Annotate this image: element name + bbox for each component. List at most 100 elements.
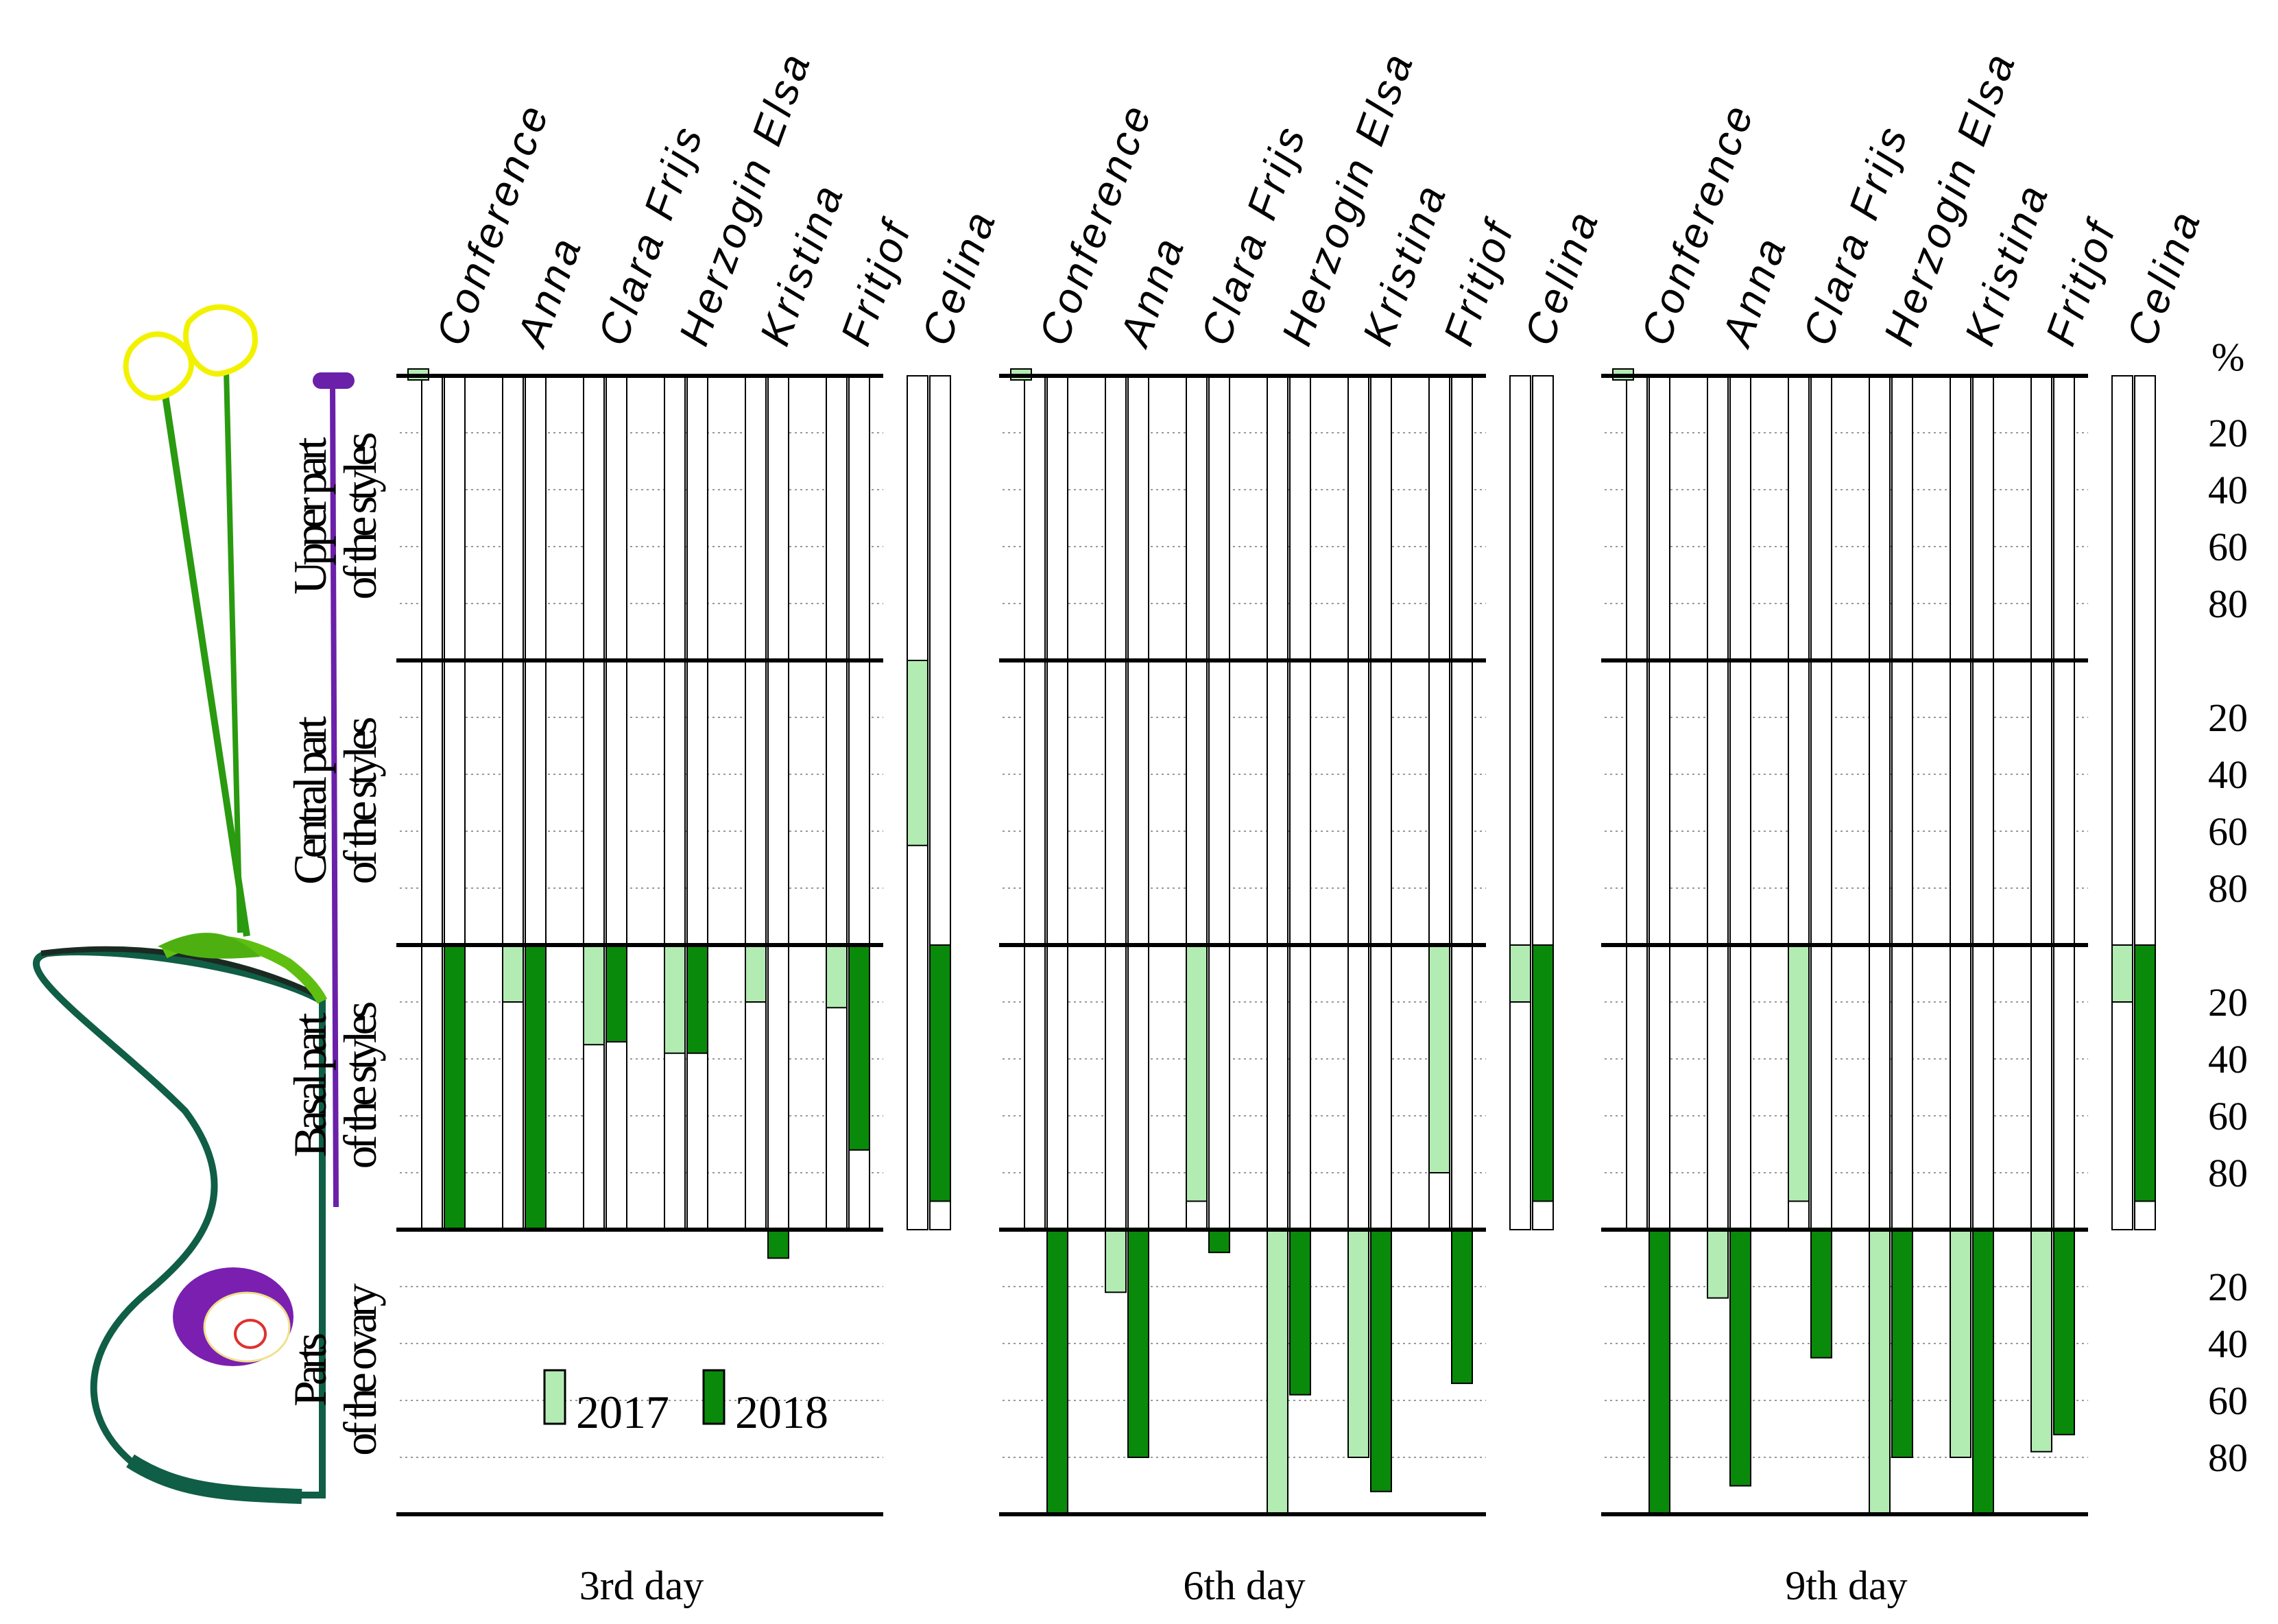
zone-label-line1: Upper part (284, 437, 336, 595)
bar-fritjof-2018 (2053, 1229, 2075, 1435)
bar-background-herzogin-elsa-2017 (1267, 375, 1288, 1230)
bar-background-herzogin-elsa-2018 (1891, 375, 1913, 1230)
bar-conference-2018 (444, 944, 466, 1230)
legend: 2017 2018 (543, 1369, 828, 1438)
y-unit-label: % (2211, 335, 2244, 379)
bar-background-herzogin-elsa-2018 (1289, 375, 1311, 1230)
category-label: Celina (2118, 203, 2210, 352)
panel-day-label: 6th day (1183, 1563, 1305, 1608)
bar-herzogin-elsa-2017 (1267, 1229, 1288, 1515)
bar-fritjof-2017 (1428, 944, 1450, 1173)
stigma-right (183, 304, 258, 377)
bar-celina-2018 (929, 944, 951, 1202)
pistil-diagram-icon (33, 304, 355, 1504)
bar-background-clara-frijs-2018 (1810, 375, 1832, 1230)
pollen-tube-track (330, 383, 339, 1208)
y-tick-label: 80 (2208, 582, 2248, 626)
bar-background-kristina-2018 (1972, 375, 1994, 1230)
bar-clara-frijs-2017 (1788, 944, 1810, 1202)
y-tick-label: 40 (2208, 1037, 2248, 1082)
bar-fritjof-2018 (848, 944, 870, 1151)
bar-background-fritjof-2017 (826, 375, 848, 1230)
bar-celina-2017 (1509, 944, 1531, 1003)
bar-herzogin-elsa-2018 (1289, 1229, 1311, 1396)
bar-celina-2017 (2111, 944, 2133, 1003)
bar-anna-2017 (1707, 1229, 1729, 1299)
bar-celina-2018 (1532, 944, 1554, 1202)
bar-background-conference-2018 (1648, 375, 1670, 1230)
bar-background-clara-frijs-2017 (583, 375, 605, 1230)
bar-background-anna-2017 (1707, 375, 1729, 1230)
ovule-inner (203, 1291, 291, 1363)
bar-background-kristina-2018 (767, 375, 789, 1230)
category-label: Anna (507, 229, 592, 354)
category-label: Anna (1712, 229, 1797, 354)
bar-clara-frijs-2017 (1186, 944, 1208, 1202)
bar-clara-frijs-2017 (583, 944, 605, 1046)
category-label: Fritjof (1435, 213, 1524, 352)
y-tick-label: 80 (2208, 866, 2248, 911)
style-right (224, 370, 243, 933)
bar-celina-2018 (2134, 944, 2156, 1202)
bar-kristina-2017 (745, 944, 767, 1003)
bar-background-anna-2018 (1729, 375, 1751, 1230)
panel-day-label: 9th day (1785, 1563, 1907, 1608)
ovary-wall-bottom (126, 1454, 302, 1504)
category-label: Fritjof (2037, 213, 2126, 352)
bar-herzogin-elsa-2017 (664, 944, 686, 1054)
ovary-wall-thick (40, 946, 324, 1001)
y-tick-label: 60 (2208, 1378, 2248, 1423)
bar-background-herzogin-elsa-2017 (1869, 375, 1891, 1230)
bar-fritjof-2017 (2030, 1229, 2052, 1453)
bar-fritjof-2018 (1451, 1229, 1473, 1385)
legend-label-2018: 2018 (735, 1386, 828, 1438)
bar-clara-frijs-2018 (606, 944, 627, 1043)
y-tick-label: 80 (2208, 1435, 2248, 1480)
zone-label-line2: of the styles (334, 1003, 386, 1169)
bar-background-kristina-2018 (1370, 375, 1392, 1230)
zone-label-line2: of the ovary (334, 1283, 386, 1456)
style-base-fill (158, 933, 261, 959)
bar-kristina-2018 (1370, 1229, 1392, 1492)
zone-label-line2: of the styles (334, 718, 386, 884)
bar-background-kristina-2017 (745, 375, 767, 1230)
y-tick-label: 60 (2208, 525, 2248, 569)
y-tick-label: 20 (2208, 695, 2248, 740)
y-tick-label: 60 (2208, 1094, 2248, 1138)
y-axis: % 20 40 60 80 20 40 60 80 20 40 60 80 20 40 60 80 (2208, 335, 2248, 1480)
bar-herzogin-elsa-2018 (686, 944, 708, 1054)
ovary-wall-outline (33, 948, 326, 1498)
ovule-core (234, 1319, 267, 1349)
y-tick-label: 40 (2208, 468, 2248, 512)
y-tick-label: 40 (2208, 1322, 2248, 1366)
y-tick-label: 20 (2208, 980, 2248, 1025)
bar-background-conference-2017 (421, 375, 443, 1230)
bar-herzogin-elsa-2018 (1891, 1229, 1913, 1458)
stigma-left (123, 331, 194, 401)
bar-kristina-2017 (1347, 1229, 1369, 1458)
legend-swatch-2017 (543, 1369, 566, 1425)
legend-label-2017: 2017 (576, 1386, 669, 1438)
bar-anna-2017 (502, 944, 524, 1003)
zone-label-line2: of the styles (334, 433, 386, 599)
bar-anna-2018 (1729, 1229, 1751, 1487)
y-tick-label: 60 (2208, 809, 2248, 854)
zone-label-line1: Basal part (284, 1012, 336, 1157)
bar-background-herzogin-elsa-2018 (686, 375, 708, 1230)
panel-day-label: 3rd day (579, 1563, 704, 1608)
bar-background-anna-2017 (502, 375, 524, 1230)
zone-label-line1: Central part (284, 716, 336, 885)
bar-fritjof-2017 (826, 944, 848, 1009)
bar-background-conference-2017 (1024, 375, 1046, 1230)
bar-background-kristina-2017 (1347, 375, 1369, 1230)
legend-swatch-2018 (702, 1369, 726, 1425)
bar-background-herzogin-elsa-2017 (664, 375, 686, 1230)
bar-background-conference-2017 (1626, 375, 1648, 1230)
bar-background-kristina-2017 (1950, 375, 1971, 1230)
bar-background-fritjof-2018 (2053, 375, 2075, 1230)
